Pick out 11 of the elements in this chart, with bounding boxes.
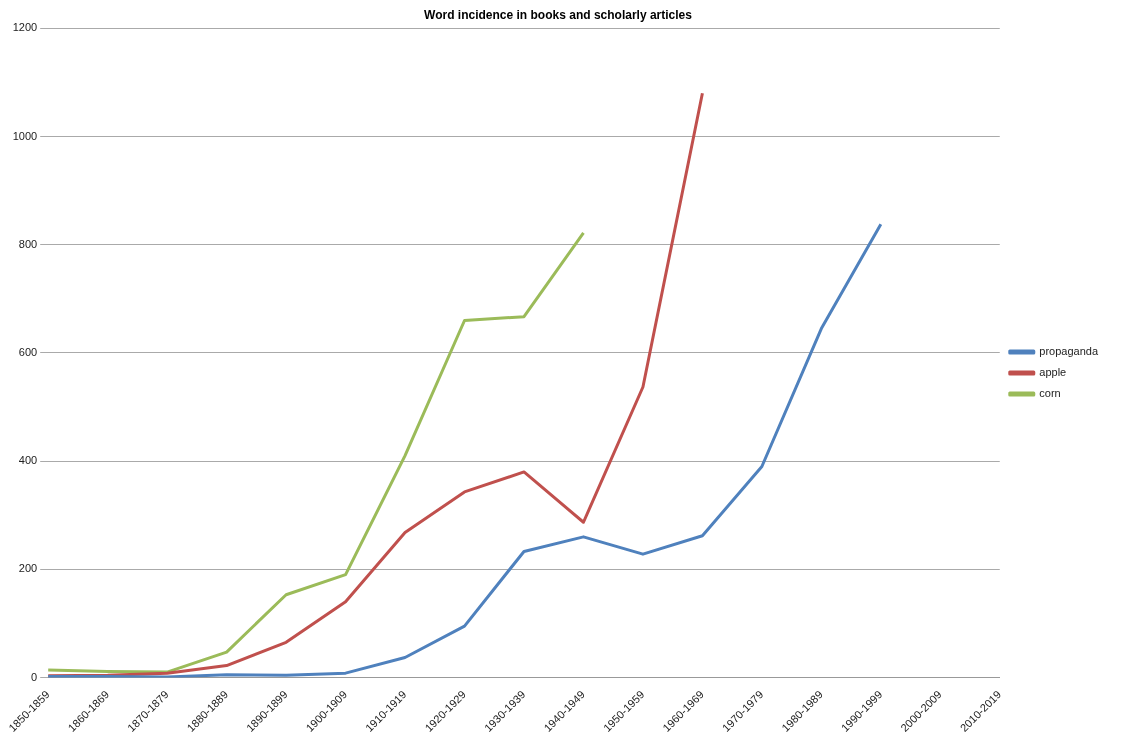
y-tick-label: 400 xyxy=(18,454,38,467)
y-tick-label: 1200 xyxy=(12,21,38,34)
y-tick-label: 1000 xyxy=(12,129,38,142)
y-tick-label: 200 xyxy=(18,562,38,575)
y-tick-label: 0 xyxy=(31,670,38,683)
legend-label: propaganda xyxy=(1039,345,1099,358)
legend-label: corn xyxy=(1039,387,1061,400)
y-tick-label: 600 xyxy=(18,345,38,358)
y-tick-label: 800 xyxy=(18,237,38,250)
chart-title: Word incidence in books and scholarly articles xyxy=(424,7,693,22)
legend-label: apple xyxy=(1039,366,1067,379)
